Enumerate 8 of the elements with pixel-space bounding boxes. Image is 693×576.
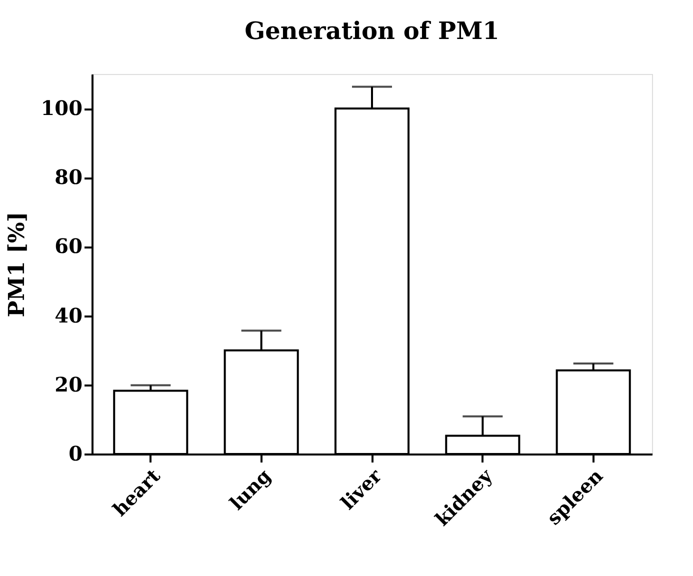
y-tick-label: 0 (68, 442, 82, 466)
y-tick-label: 20 (54, 372, 82, 396)
y-axis-title: PM1 [%] (4, 212, 30, 318)
chart-title: Generation of PM1 (244, 16, 500, 45)
y-tick-label: 100 (40, 96, 82, 120)
y-tick-label: 80 (54, 165, 82, 190)
y-tick-label: 40 (54, 303, 82, 328)
y-tick-label: 60 (54, 234, 82, 258)
